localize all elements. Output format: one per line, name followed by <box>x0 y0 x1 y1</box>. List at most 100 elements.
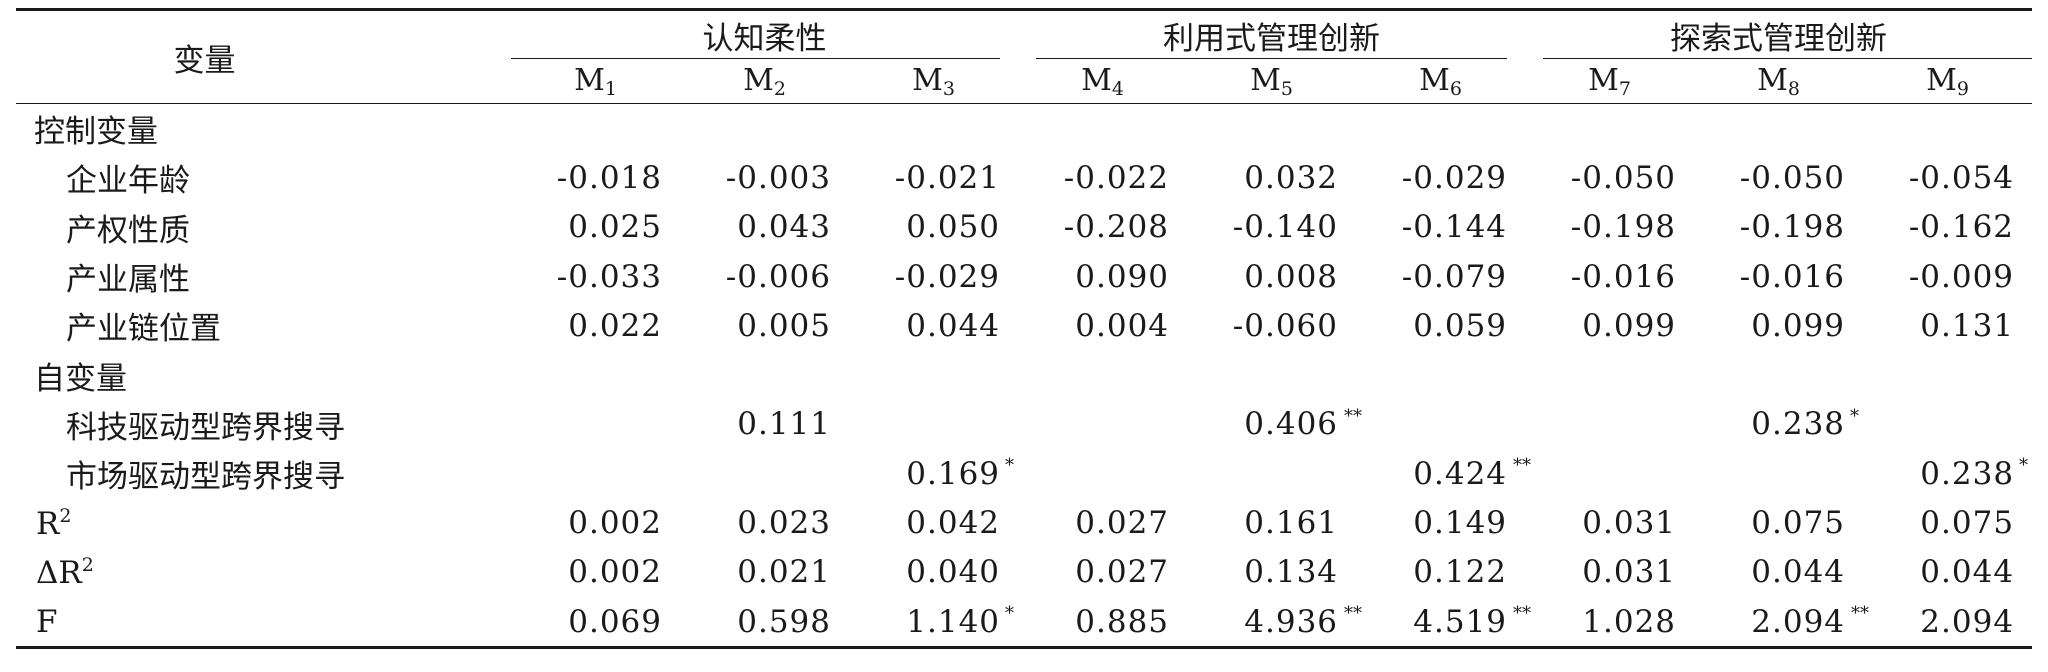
table-cell: 0.099 <box>1525 301 1694 350</box>
table-cell: 0.161 <box>1187 498 1356 547</box>
cell-value: 0.042 <box>906 505 1001 542</box>
table-cell: 0.099 <box>1694 301 1863 350</box>
cell-value: 0.002 <box>568 505 662 542</box>
table-cell: -0.054 <box>1863 153 2032 202</box>
table-cell: 0.406 ** <box>1187 400 1362 449</box>
table-cell <box>1694 350 1863 399</box>
significance-marker: * <box>1005 455 1015 477</box>
table-cell <box>1187 104 1356 154</box>
table-cell: -0.009 <box>1863 252 2032 301</box>
row-label: 产业链位置 <box>16 301 511 350</box>
table-cell: 0.424 ** <box>1356 449 1531 498</box>
cell-value: 0.027 <box>1075 505 1170 542</box>
group-header-exploitative-innovation: 利用式管理创新 <box>1018 8 1526 59</box>
cell-value: 0.040 <box>906 554 1001 591</box>
model-subscript: 2 <box>773 77 786 100</box>
cell-value: 0.090 <box>1075 258 1170 295</box>
model-header-m9: M9 <box>1863 59 2033 104</box>
model-header-row: M1 M2 M3 M4 M5 M6 M7 M8 M9 <box>16 59 2033 104</box>
table-cell: 0.059 <box>1356 301 1525 350</box>
row-label: 自变量 <box>16 350 511 399</box>
cell-value: 0.169 <box>906 455 1001 492</box>
cell-value: 0.043 <box>737 209 831 246</box>
group-header-cognitive-flexibility: 认知柔性 <box>511 8 1019 59</box>
model-name: M <box>1250 62 1281 98</box>
table-cell <box>1863 104 2032 154</box>
table-cell: -0.060 <box>1187 301 1356 350</box>
table-cell: -0.140 <box>1187 203 1356 252</box>
significance-marker: * <box>1005 602 1015 624</box>
table-cell: 0.122 <box>1356 548 1525 597</box>
cell-value: 0.149 <box>1413 505 1508 542</box>
row-label-text: F <box>36 603 58 640</box>
table-cell <box>1694 449 1863 498</box>
row-label: 企业年龄 <box>16 153 511 202</box>
table-cell: 0.044 <box>1694 548 1863 597</box>
cell-value: 0.023 <box>737 505 831 542</box>
row-label-text: R <box>36 505 60 542</box>
table-cell <box>1018 449 1187 498</box>
table-cell: 0.044 <box>849 301 1018 350</box>
model-name: M <box>743 62 774 98</box>
cell-value: 0.099 <box>1751 307 1846 344</box>
model-name: M <box>1757 62 1788 98</box>
table-cell <box>1863 350 2032 399</box>
row-label: 市场驱动型跨界搜寻 <box>16 449 511 498</box>
variable-column-header: 变量 <box>16 8 511 104</box>
cell-value: 0.031 <box>1582 505 1677 542</box>
table-cell: 0.050 <box>849 203 1018 252</box>
cell-value: 0.238 <box>1751 406 1846 443</box>
table-cell <box>680 350 849 399</box>
cell-value: -0.009 <box>1908 258 2015 295</box>
model-name: M <box>574 62 605 98</box>
table-cell: -0.198 <box>1525 203 1694 252</box>
table-cell: -0.208 <box>1018 203 1187 252</box>
group-header-label: 利用式管理创新 <box>1163 20 1381 57</box>
cell-value: -0.022 <box>1063 159 1170 196</box>
model-header-m3: M3 <box>849 59 1019 104</box>
cell-value: -0.208 <box>1063 209 1170 246</box>
cell-value: 0.238 <box>1920 455 2015 492</box>
row-label-text: 科技驱动型跨界搜寻 <box>66 409 345 446</box>
table-cell <box>1018 104 1187 154</box>
cell-value: 0.005 <box>737 307 831 344</box>
cell-value: -0.198 <box>1739 209 1846 246</box>
table-cell <box>1356 104 1525 154</box>
cell-value: 0.075 <box>1751 505 1846 542</box>
table-cell <box>1525 350 1694 399</box>
cell-value: 0.002 <box>568 554 662 591</box>
table-row: 产业属性 -0.033 -0.006 -0.029 0.090 0.008 -0.079 -0… <box>16 252 2032 301</box>
table-cell <box>1018 350 1187 399</box>
table-cell: 2.094 ** <box>1694 596 1869 650</box>
table-cell <box>680 449 849 498</box>
table-row: 控制变量 <box>16 104 2032 154</box>
table-cell: 0.004 <box>1018 301 1187 350</box>
model-subscript: 7 <box>1618 77 1631 100</box>
cell-value: -0.144 <box>1401 209 1508 246</box>
table-row: 产权性质 0.025 0.043 0.050 -0.208 -0.140 -0.144 -0.… <box>16 203 2032 252</box>
table-row: F 0.069 0.598 1.140 * 0.885 4.936 ** 4.519 ** 1.02… <box>16 596 2033 650</box>
table-cell <box>1863 400 2032 449</box>
cell-value: -0.033 <box>556 258 662 295</box>
cell-value: 4.936 <box>1244 603 1339 640</box>
row-label: 控制变量 <box>16 104 511 154</box>
model-subscript: 3 <box>942 77 955 100</box>
cell-value: -0.060 <box>1232 307 1339 344</box>
table-cell: 1.140 * <box>849 596 1019 650</box>
cell-value: 2.094 <box>1920 603 2015 640</box>
cell-value: 0.069 <box>568 603 662 640</box>
variable-header-label: 变量 <box>173 42 236 79</box>
cell-value: 0.021 <box>737 554 831 591</box>
cell-value: -0.198 <box>1570 209 1677 246</box>
cell-value: 0.031 <box>1582 554 1677 591</box>
cell-value: 0.059 <box>1413 307 1508 344</box>
table-cell: 0.075 <box>1694 498 1863 547</box>
cell-value: -0.079 <box>1401 258 1508 295</box>
cell-value: 0.075 <box>1920 505 2015 542</box>
cell-value: 0.022 <box>568 307 662 344</box>
model-header-m2: M2 <box>680 59 849 104</box>
cell-value: 0.424 <box>1413 455 1508 492</box>
row-label-text: 产业链位置 <box>66 311 221 348</box>
model-name: M <box>1419 62 1450 98</box>
model-subscript: 5 <box>1280 77 1293 100</box>
